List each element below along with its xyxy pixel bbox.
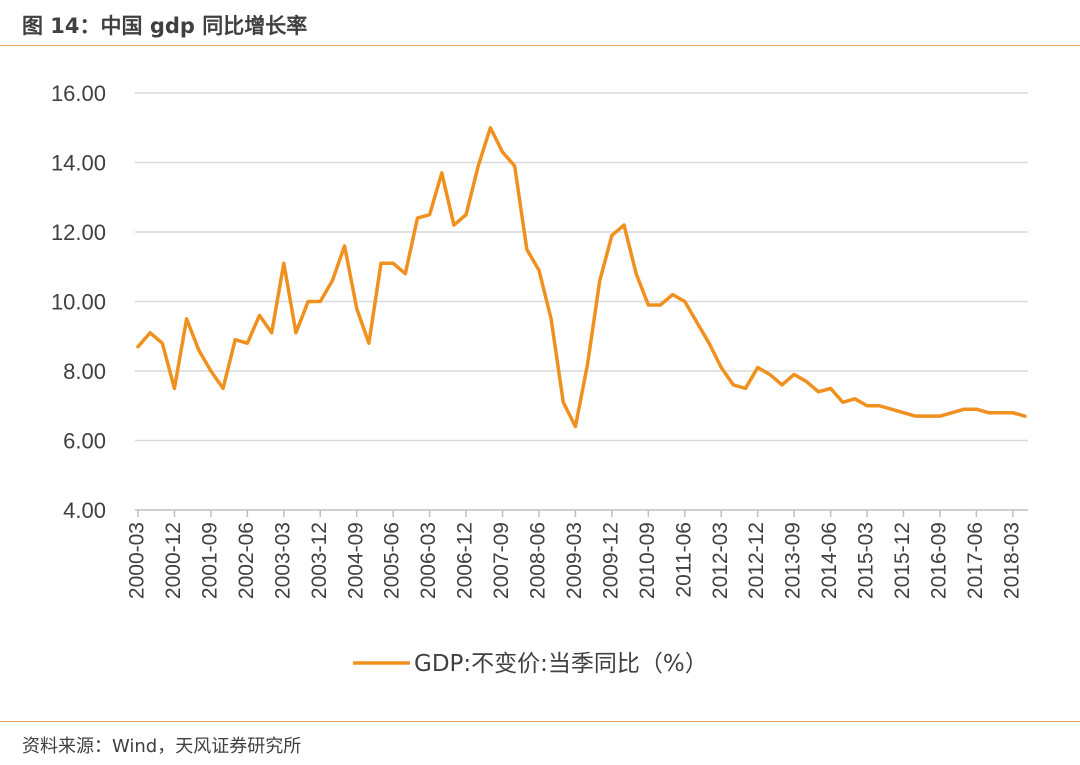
- x-tick-label: 2004-09: [344, 522, 367, 599]
- y-axis-ticks: 4.00 6.00 8.00 10.00 12.00 14.00 16.00: [51, 81, 106, 523]
- legend: GDP:不变价:当季同比（%）: [353, 651, 708, 677]
- x-tick-label: 2006-12: [454, 522, 477, 599]
- x-tick-label: 2001-09: [198, 522, 221, 599]
- x-tick-label: 2012-12: [745, 522, 768, 599]
- x-tick-label: 2008-06: [527, 522, 550, 599]
- x-tick-label: 2012-03: [709, 522, 732, 599]
- source-divider: [0, 721, 1080, 722]
- x-tick-label: 2002-06: [235, 522, 258, 599]
- y-tick-label: 6.00: [63, 429, 106, 454]
- y-tick-label: 12.00: [51, 220, 106, 245]
- x-tick-label: 2014-06: [818, 522, 841, 599]
- grid-lines: [135, 92, 1028, 442]
- source-note: 资料来源：Wind，天风证券研究所: [22, 736, 302, 757]
- figure-title: 图 14：中国 gdp 同比增长率: [22, 14, 308, 38]
- x-tick-label: 2013-09: [782, 522, 805, 599]
- x-tick-label: 2016-09: [927, 522, 950, 599]
- x-tick-label: 2017-06: [964, 522, 987, 599]
- y-tick-label: 16.00: [51, 81, 106, 106]
- x-tick-label: 2003-12: [308, 522, 331, 599]
- x-axis: 2000-03 2000-12 2001-09 2002-06 2003-03 2003-…: [126, 509, 1028, 599]
- y-tick-label: 8.00: [63, 359, 106, 384]
- x-tick-label: 2018-03: [1000, 522, 1023, 599]
- x-tick-label: 2000-03: [126, 522, 149, 599]
- y-tick-label: 10.00: [51, 290, 106, 315]
- x-tick-label: 2011-06: [672, 522, 695, 598]
- x-tick-label: 2005-06: [381, 522, 404, 599]
- x-tick-label: 2006-03: [417, 522, 440, 599]
- x-tick-label: 2009-03: [563, 522, 586, 599]
- x-tick-label: 2007-09: [490, 522, 513, 599]
- x-tick-label: 2003-03: [271, 522, 294, 599]
- gdp-line-chart: 4.00 6.00 8.00 10.00 12.00 14.00 16.00 2000-03…: [51, 81, 1028, 677]
- y-tick-label: 14.00: [51, 151, 106, 176]
- x-tick-label: 2015-12: [891, 522, 914, 599]
- y-tick-label: 4.00: [63, 498, 106, 523]
- series-line-gdp: [136, 126, 1027, 429]
- legend-label: GDP:不变价:当季同比（%）: [414, 651, 708, 677]
- series-layer: [136, 126, 1027, 429]
- title-divider: [0, 45, 1080, 46]
- x-tick-label: 2009-12: [599, 522, 622, 599]
- x-tick-label: 2010-09: [636, 522, 659, 599]
- x-tick-label: 2015-03: [855, 522, 878, 599]
- x-tick-label: 2000-12: [162, 522, 185, 599]
